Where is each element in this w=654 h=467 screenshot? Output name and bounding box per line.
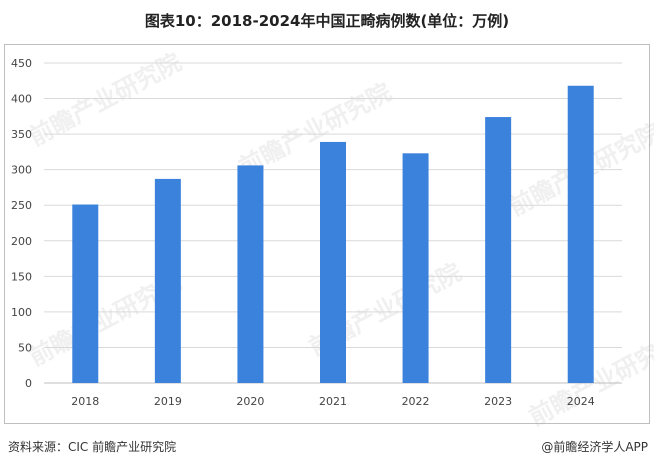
x-tick-label: 2023 bbox=[484, 395, 512, 408]
y-tick-label: 150 bbox=[11, 270, 32, 283]
app-credit: @前瞻经济学人APP bbox=[541, 440, 648, 454]
bar-2024 bbox=[567, 85, 594, 383]
chart-title: 图表10：2018-2024年中国正畸病例数(单位：万例) bbox=[144, 12, 510, 30]
y-tick-label: 250 bbox=[11, 199, 32, 212]
y-tick-label: 450 bbox=[11, 57, 32, 70]
x-tick-label: 2020 bbox=[236, 395, 264, 408]
x-tick-label: 2024 bbox=[567, 395, 595, 408]
y-tick-label: 100 bbox=[11, 306, 32, 319]
bar-2023 bbox=[485, 117, 512, 384]
y-tick-label: 0 bbox=[25, 377, 32, 390]
bar-2021 bbox=[320, 141, 346, 383]
x-tick-label: 2021 bbox=[319, 395, 347, 408]
x-tick-label: 2018 bbox=[71, 395, 99, 408]
bar-2019 bbox=[154, 178, 181, 383]
x-tick-label: 2022 bbox=[402, 395, 430, 408]
bar-2020 bbox=[237, 165, 264, 383]
source-note: 资料来源：CIC 前瞻产业研究院 bbox=[8, 440, 177, 454]
bar-2022 bbox=[402, 153, 429, 383]
bars bbox=[72, 85, 594, 384]
y-tick-label: 300 bbox=[11, 164, 32, 177]
bar-2018 bbox=[72, 204, 99, 383]
y-tick-labels: 0 50 100 150 200 250 300 350 400 450 bbox=[11, 57, 32, 390]
x-tick-labels: 2018 2019 2020 2021 2022 2023 2024 bbox=[71, 395, 594, 408]
y-tick-label: 400 bbox=[11, 93, 32, 106]
y-tick-label: 200 bbox=[11, 235, 32, 248]
y-tick-label: 50 bbox=[18, 341, 32, 354]
x-tick-label: 2019 bbox=[154, 395, 182, 408]
y-tick-label: 350 bbox=[11, 128, 32, 141]
